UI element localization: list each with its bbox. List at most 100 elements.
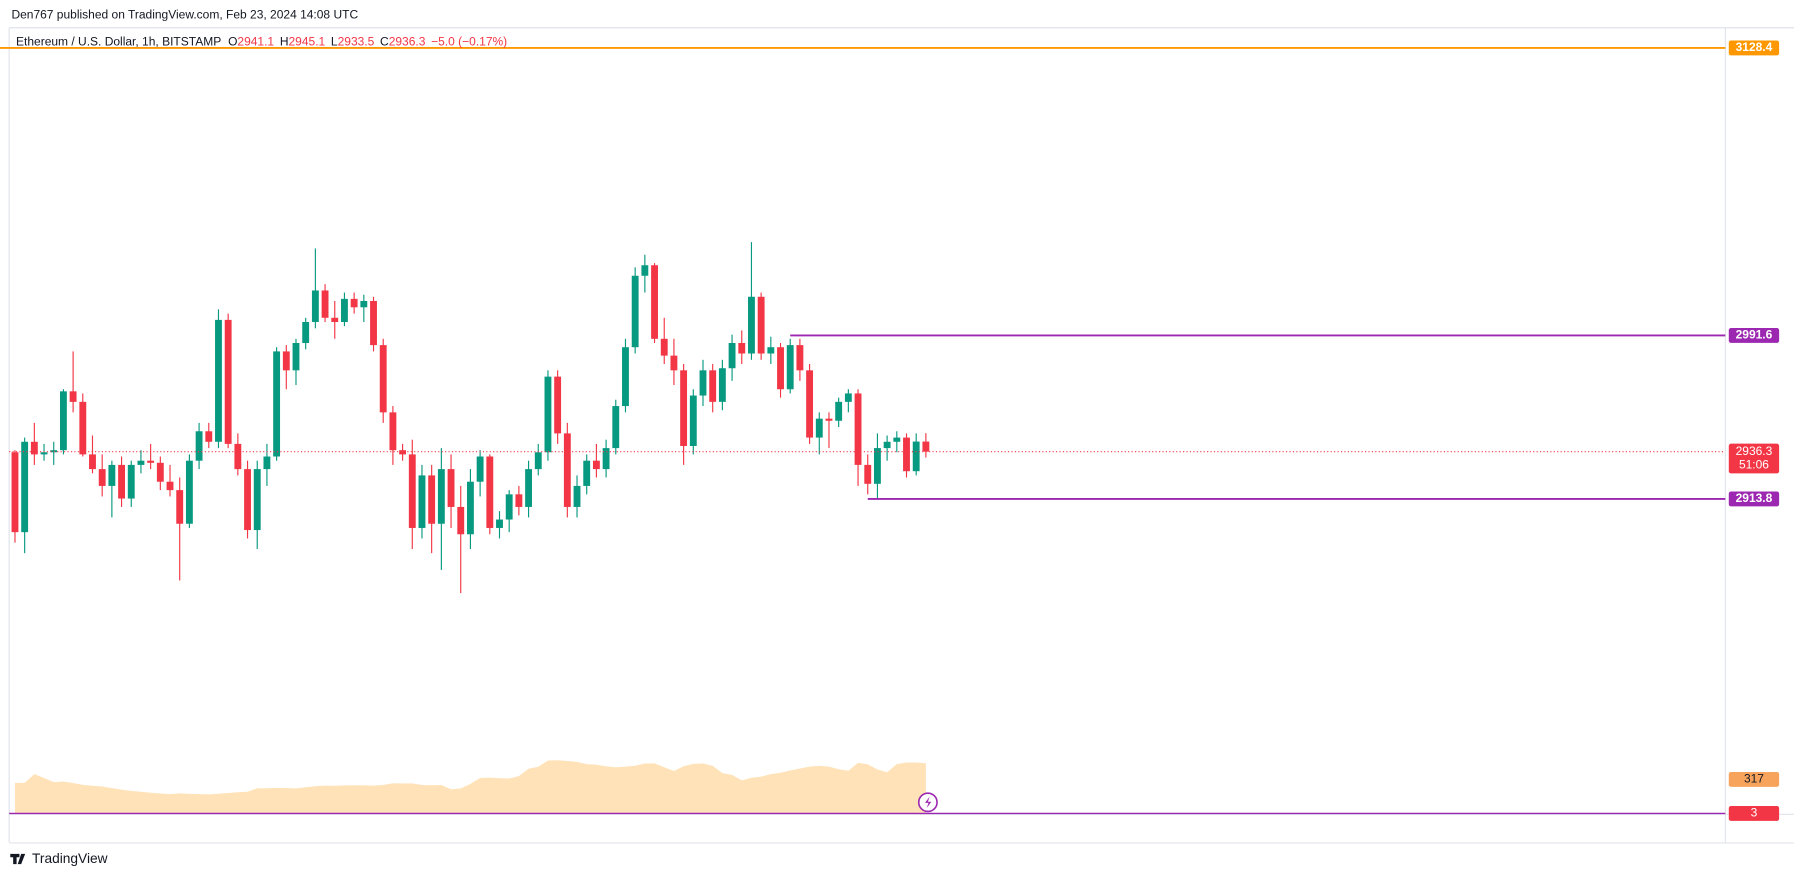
candle-body	[554, 376, 562, 434]
candle-body	[796, 345, 804, 371]
candle-body	[534, 452, 542, 470]
candle-body	[59, 391, 67, 451]
volume-ma-badge	[1728, 771, 1780, 787]
candle-body	[127, 464, 135, 499]
candle-body	[631, 275, 639, 348]
candle-body	[428, 475, 436, 524]
candle-body	[282, 351, 290, 371]
candle-body	[544, 376, 552, 453]
candle-body	[922, 441, 930, 452]
candle-body	[166, 481, 174, 491]
candle-body	[447, 469, 455, 507]
candle-body	[408, 454, 416, 528]
candle-body	[660, 338, 668, 356]
last-price-badge	[1728, 443, 1780, 474]
candle-body	[98, 469, 106, 486]
price-pane	[11, 242, 930, 594]
candle-body	[437, 469, 445, 524]
horizontal-line-label-bg	[1728, 491, 1780, 507]
volume-ma-label: 317	[1744, 772, 1764, 786]
candle-body	[699, 370, 707, 396]
legend-high: 2945.1	[289, 35, 326, 49]
candle-body	[641, 265, 649, 276]
candle-body	[176, 490, 184, 524]
candle-body	[379, 345, 387, 413]
candle-body	[108, 464, 116, 486]
candle-body	[903, 437, 910, 472]
candle-body	[786, 345, 794, 390]
candle-body	[864, 464, 872, 484]
candle-body	[718, 368, 726, 402]
candle-body	[389, 412, 397, 451]
candle-body	[844, 393, 852, 402]
candle-body	[912, 441, 920, 472]
candle-body	[767, 347, 775, 354]
candle-body	[835, 401, 843, 421]
candle-body	[777, 347, 784, 390]
candle-body	[50, 450, 58, 453]
candle-body	[689, 395, 697, 446]
candle-body	[331, 317, 339, 322]
candle-body	[573, 485, 581, 507]
legend-letter: O	[228, 35, 237, 49]
last-price-label: 2936.3	[1736, 444, 1773, 458]
candle-body	[476, 456, 484, 482]
horizontal-line-label-bg	[1728, 328, 1780, 343]
last-volume-label: 3	[1751, 806, 1758, 820]
last-volume-badge	[1728, 806, 1780, 821]
candle-body	[680, 370, 688, 446]
candle-body	[670, 355, 678, 371]
volume-ma-area	[14, 760, 926, 814]
candle-body	[321, 290, 329, 318]
icon-bolt	[925, 796, 932, 809]
candle-body	[592, 460, 600, 470]
candle-body	[893, 437, 901, 442]
candle-body	[806, 370, 814, 438]
candle-body	[486, 456, 494, 528]
lightning-icon	[917, 792, 938, 813]
candle-body	[515, 494, 523, 507]
candle-body	[728, 343, 736, 369]
horizontal-line-label-bg	[1728, 40, 1780, 56]
candle-body	[612, 406, 620, 449]
candle-body	[757, 296, 765, 354]
candle-body	[234, 443, 242, 470]
candle-body	[205, 431, 213, 442]
candle-body	[883, 441, 891, 449]
candle-body	[292, 343, 300, 371]
publish-header: Den767 published on TradingView.com, Feb…	[11, 7, 358, 21]
candle-body	[253, 469, 261, 531]
candle-body	[147, 460, 155, 463]
candle-body	[602, 448, 610, 470]
candle-body	[873, 448, 881, 484]
candle-body	[185, 460, 193, 524]
candle-body	[311, 290, 319, 322]
candle-body	[854, 393, 862, 465]
candle-body	[622, 347, 629, 407]
candle-body	[651, 265, 658, 339]
legend: Ethereum / U.S. Dollar, 1h, BITSTAMP O294…	[16, 35, 507, 49]
candle-body	[370, 300, 377, 346]
legend-change: −5.0 (−0.17%)	[431, 35, 507, 49]
candle-body	[360, 300, 368, 308]
volume-pane	[14, 760, 926, 814]
candle-body	[466, 481, 474, 535]
overlays: 3128.4 2991.6 2913.8 2936.351:06 317 3	[0, 40, 1780, 821]
horizontal-line-label: 3128.4	[1736, 40, 1773, 54]
candle-body	[79, 401, 87, 455]
logo: TradingView	[10, 851, 108, 866]
candle-body	[563, 433, 571, 507]
legend-open: 2941.1	[237, 35, 274, 49]
logo-icon	[10, 853, 26, 865]
candle-body	[195, 431, 203, 461]
candle-body	[215, 319, 222, 442]
axes	[8, 27, 1794, 844]
candle-body	[399, 450, 407, 455]
legend-symbol: Ethereum / U.S. Dollar, 1h, BITSTAMP	[16, 35, 221, 49]
candle-body	[40, 452, 48, 455]
legend-low: 2933.5	[338, 35, 375, 49]
candle-body	[302, 321, 310, 344]
horizontal-line-label: 2991.6	[1736, 328, 1773, 342]
candle-body	[244, 469, 251, 531]
